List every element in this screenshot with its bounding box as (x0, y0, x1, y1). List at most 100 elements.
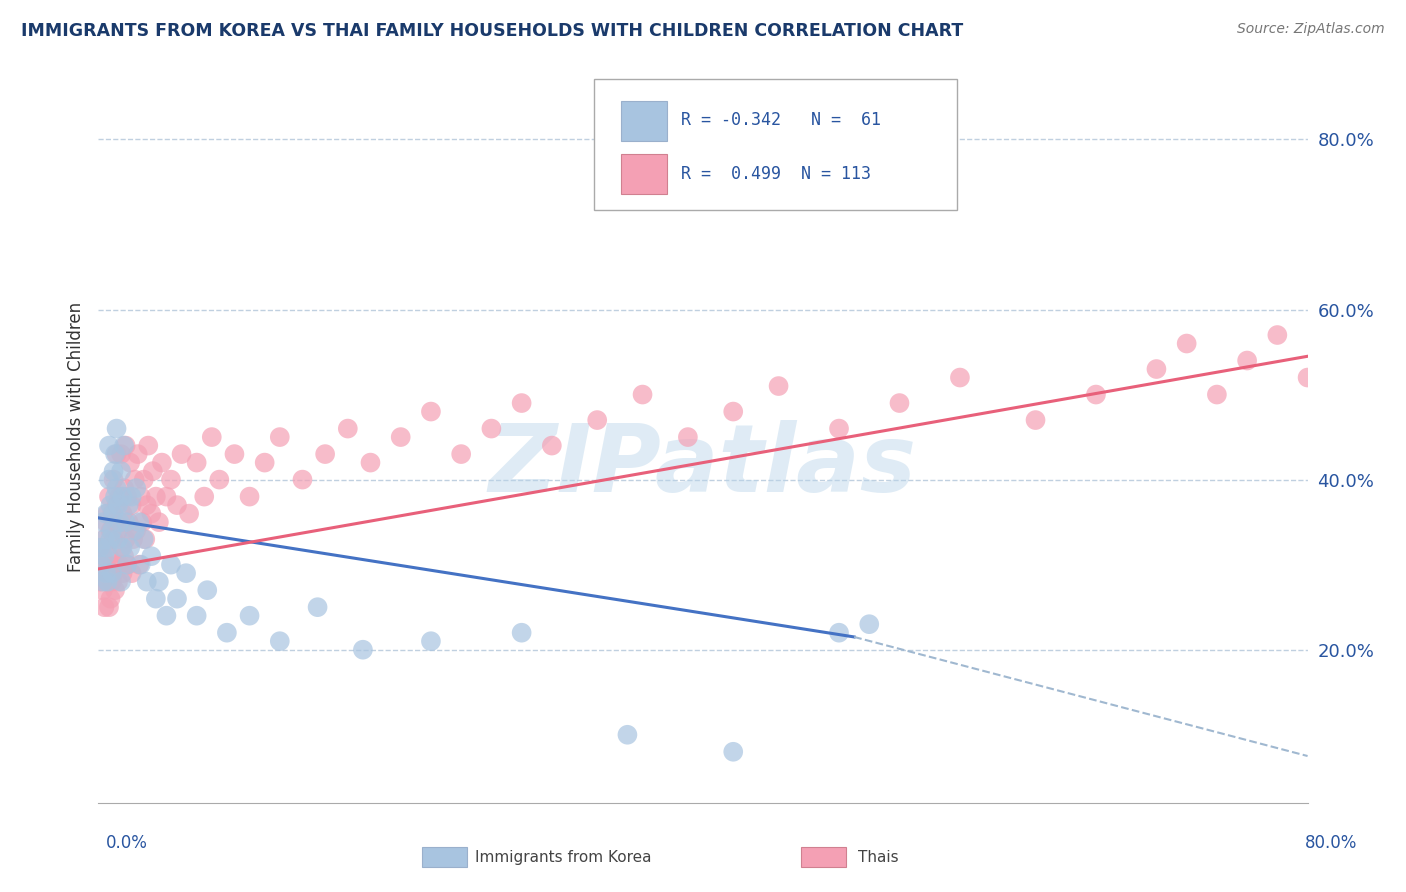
Point (90, 558, 112, 572)
Point (128, 515, 150, 529)
Point (103, 507, 125, 521)
Text: IMMIGRANTS FROM KOREA VS THAI FAMILY HOUSEHOLDS WITH CHILDREN CORRELATION CHART: IMMIGRANTS FROM KOREA VS THAI FAMILY HOU… (21, 22, 963, 40)
Point (307, 600, 329, 615)
Point (100, 498, 122, 512)
Point (105, 421, 128, 435)
Point (166, 498, 188, 512)
Point (98, 439, 121, 453)
Point (828, 421, 851, 435)
Point (540, 439, 562, 453)
Point (360, 456, 382, 470)
Point (101, 566, 124, 581)
Point (1206, 387, 1229, 401)
Point (208, 473, 231, 487)
Point (586, 413, 609, 427)
Point (631, 387, 654, 401)
Point (110, 447, 132, 461)
Point (132, 532, 155, 546)
Point (93, 532, 115, 546)
Point (150, 456, 173, 470)
Point (110, 541, 132, 555)
Point (115, 558, 138, 572)
Point (723, 404, 745, 418)
Point (104, 515, 127, 529)
Point (114, 439, 136, 453)
Point (96, 541, 118, 555)
Point (1372, 328, 1395, 343)
Point (100, 524, 122, 538)
Point (170, 447, 193, 461)
Point (858, 617, 880, 632)
Point (889, 396, 911, 410)
Point (118, 498, 141, 512)
Point (155, 608, 177, 623)
Point (828, 625, 851, 640)
Point (111, 490, 134, 504)
Point (112, 481, 135, 495)
Point (179, 507, 201, 521)
Point (768, 379, 790, 393)
Point (676, 430, 699, 444)
Point (420, 404, 443, 418)
Point (121, 498, 143, 512)
Point (1144, 362, 1167, 376)
FancyBboxPatch shape (621, 101, 666, 141)
Text: Thais: Thais (858, 850, 898, 864)
Point (269, 634, 291, 648)
Point (1236, 353, 1258, 368)
Point (125, 524, 148, 538)
Point (110, 574, 132, 589)
Point (115, 490, 138, 504)
Point (93, 532, 115, 546)
Point (111, 566, 134, 581)
Point (134, 532, 156, 546)
Point (1296, 370, 1319, 384)
Point (104, 490, 127, 504)
Point (120, 541, 142, 555)
Text: R = -0.342   N =  61: R = -0.342 N = 61 (682, 112, 882, 129)
Point (100, 591, 122, 606)
Point (98, 473, 121, 487)
Point (93, 549, 115, 563)
Point (120, 456, 142, 470)
FancyBboxPatch shape (595, 78, 957, 211)
Point (1175, 336, 1198, 351)
Text: R =  0.499  N = 113: R = 0.499 N = 113 (682, 165, 872, 183)
Point (93, 566, 115, 581)
Point (291, 473, 314, 487)
Point (114, 532, 136, 546)
Text: Immigrants from Korea: Immigrants from Korea (475, 850, 652, 864)
Point (91, 583, 114, 598)
Point (1386, 302, 1406, 317)
Point (1085, 387, 1108, 401)
Point (105, 481, 128, 495)
Point (174, 566, 197, 581)
Point (104, 583, 127, 598)
Point (949, 370, 972, 384)
Point (160, 558, 183, 572)
Point (224, 447, 246, 461)
Point (94, 507, 117, 521)
Point (101, 574, 124, 589)
Point (105, 447, 128, 461)
Point (90, 541, 112, 555)
Point (107, 498, 129, 512)
Point (112, 439, 135, 453)
Point (107, 524, 129, 538)
Point (94, 566, 117, 581)
Point (201, 430, 224, 444)
Point (1402, 277, 1406, 291)
Point (128, 558, 150, 572)
Point (145, 591, 167, 606)
Point (111, 541, 134, 555)
Point (336, 421, 359, 435)
Point (101, 507, 124, 521)
Point (510, 396, 533, 410)
Point (239, 608, 262, 623)
Point (100, 532, 122, 546)
Point (114, 515, 136, 529)
Point (111, 507, 134, 521)
Point (121, 490, 143, 504)
Point (420, 634, 443, 648)
Point (389, 430, 412, 444)
